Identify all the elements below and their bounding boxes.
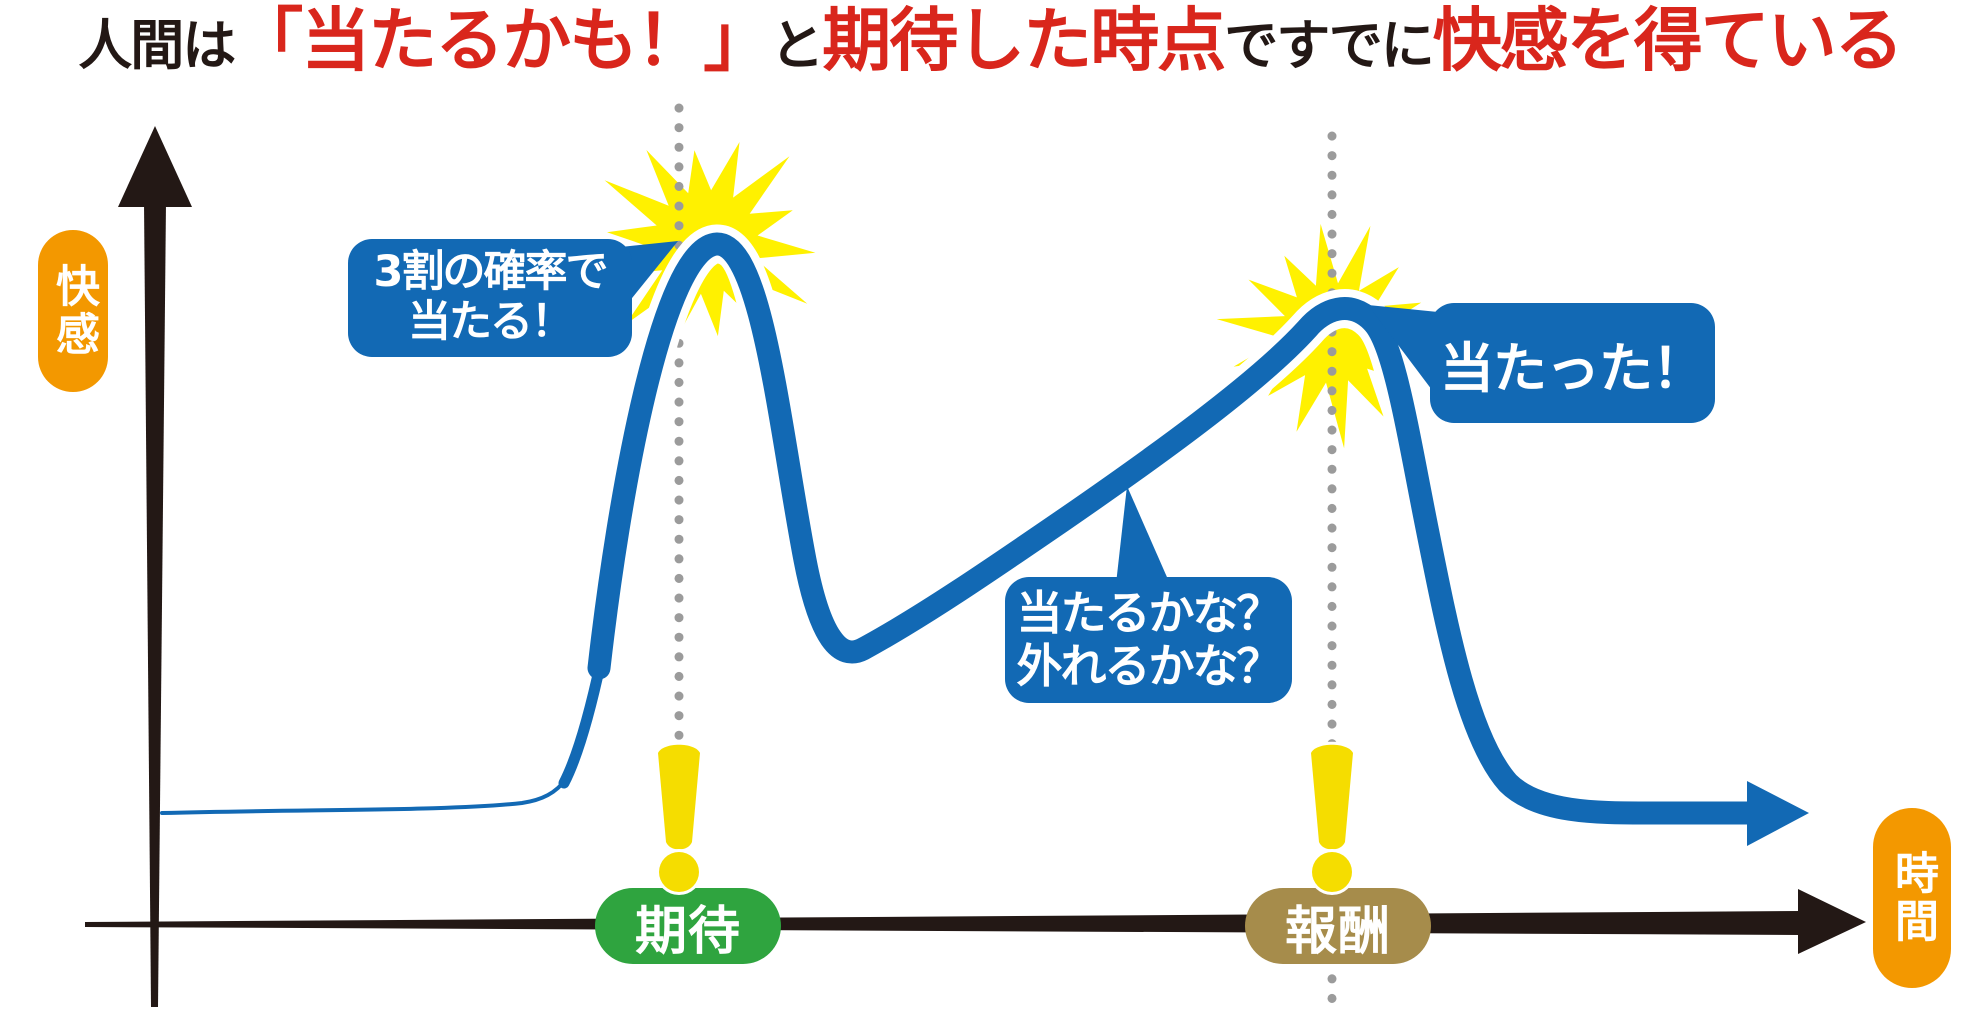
title-segment: ですでに — [1224, 14, 1435, 77]
pleasure-curve-baseline — [160, 777, 568, 815]
y-axis-label: 快感 — [48, 263, 99, 359]
title-segment: と — [770, 14, 824, 77]
speech-bubble-expectation-text: 3割の確率で 当たる！ — [348, 239, 632, 357]
x-axis — [85, 911, 1800, 935]
bubble-line: 外れるかな？ — [1016, 639, 1283, 693]
x-axis-label-pill — [1873, 808, 1951, 988]
curve-arrowhead — [1747, 781, 1809, 846]
badge-expectation-pill — [595, 888, 781, 964]
y-axis-arrowhead — [118, 126, 192, 207]
pleasure-curve — [587, 232, 1765, 825]
starburst-reward-icon — [1216, 223, 1442, 449]
badge-reward: 報酬 — [1284, 901, 1391, 962]
bubble-line: 当たるかな？ — [1016, 585, 1283, 640]
y-axis — [144, 202, 166, 1007]
speech-bubble-reward-text: 当たった！ — [1430, 303, 1715, 423]
speech-bubble-reward — [1368, 303, 1715, 423]
x-axis-arrowhead — [1798, 889, 1866, 954]
title-segment: 「当たるかも！」 — [234, 1, 772, 81]
y-axis-label-pill — [38, 230, 108, 392]
speech-bubble-anticipation — [1005, 486, 1292, 703]
exclamation-reward-icon — [1308, 741, 1356, 895]
speech-bubble-tail — [1368, 305, 1438, 398]
title-segment: 快感を得ている — [1432, 1, 1904, 81]
title-segment: 期待した時点 — [822, 1, 1226, 81]
speech-bubble-tail — [1116, 486, 1170, 584]
bubble-line: 3割の確率で — [373, 247, 609, 298]
bubble-line: 当たった！ — [1440, 336, 1706, 400]
speech-bubble-anticipation-text: 当たるかな？ 外れるかな？ — [1005, 577, 1292, 703]
speech-bubble-expectation — [348, 239, 678, 357]
title-segment: 人間は — [78, 14, 236, 77]
x-axis-label: 時間 — [1887, 850, 1938, 946]
badge-expectation: 期待 — [634, 901, 741, 962]
badge-reward-pill — [1245, 888, 1431, 964]
page-title: 人間は「当たるかも！」と期待した時点ですでに快感を得ている — [0, 1, 1980, 81]
bubble-line: 当たる！ — [407, 297, 574, 347]
exclamation-expectation-icon — [655, 741, 703, 895]
